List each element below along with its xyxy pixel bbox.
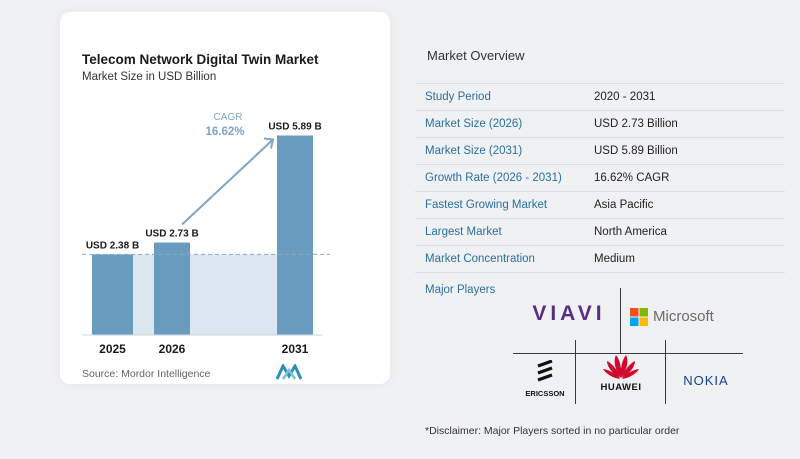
ericsson-logo: ERICSSON [519,360,571,400]
data-label: USD 5.89 B [268,122,321,133]
overview-row: Market Size (2031) USD 5.89 Billion [415,137,785,164]
players-grid-line [620,288,621,353]
overview-row-value: 2020 - 2031 [594,91,656,103]
chart-source: Source: Mordor Intelligence [82,368,211,380]
bar [92,254,133,335]
viavi-logo-text: VIAVI [532,302,606,325]
overview-row-label: Market Concentration [425,253,535,265]
nokia-logo-text: NOKIA [683,373,729,388]
overview-row-value: USD 5.89 Billion [594,145,678,157]
overview-row-label: Fastest Growing Market [425,199,548,211]
players-title: Major Players [425,284,496,296]
x-tick-label: 2031 [282,342,309,356]
data-label: USD 2.38 B [86,240,139,251]
overview-title: Market Overview [427,48,525,63]
cagr-arrow-line [181,138,274,226]
cagr-value: 16.62% [205,126,244,138]
overview-row-label: Growth Rate (2026 - 2031) [425,172,562,184]
players-grid-line [513,353,743,354]
overview-row: Growth Rate (2026 - 2031) 16.62% CAGR [415,164,785,191]
ericsson-logo-text: ERICSSON [525,389,565,398]
nokia-logo: NOKIA [671,372,741,390]
microsoft-logo: Microsoft [630,307,740,329]
overview-row: Largest Market North America [415,218,785,245]
cagr-label: CAGR [214,112,243,123]
chart-title: Telecom Network Digital Twin Market [82,52,319,67]
x-tick-label: 2025 [99,342,126,356]
overview-row-label: Market Size (2031) [425,145,523,157]
ericsson-mark-icon [537,360,553,382]
bar-chart: CAGR 16.62% USD 2.38 B USD 2.73 B USD 5.89 B… [82,112,330,356]
overview-row-value: Medium [594,253,635,265]
overview-row-value: Asia Pacific [594,199,654,211]
x-tick-label: 2026 [159,342,186,356]
cagr-arrow-head [263,137,275,149]
bar [277,135,313,335]
disclaimer: *Disclaimer: Major Players sorted in no … [425,425,680,437]
overview-row-label: Largest Market [425,226,502,238]
overview-row-value: USD 2.73 Billion [594,118,678,130]
players-grid-line [575,340,576,404]
overview-row-label: Study Period [425,91,491,103]
overview-row: Market Concentration Medium [415,245,785,272]
mordor-logo-icon [276,364,302,380]
overview-row-label: Market Size (2026) [425,118,523,130]
chart-card: CAGR 16.62% USD 2.38 B USD 2.73 B USD 5.89 B… [60,12,390,384]
huawei-logo: HUAWEI [583,348,659,396]
overview-row: Market Size (2026) USD 2.73 Billion [415,110,785,137]
data-label: USD 2.73 B [145,229,198,240]
chart-subtitle: Market Size in USD Billion [82,71,217,83]
microsoft-squares-icon [630,308,648,326]
overview-row: Study Period 2020 - 2031 [415,83,785,110]
overview-divider [415,272,785,273]
huawei-logo-text: HUAWEI [600,382,642,393]
overview-row: Fastest Growing Market Asia Pacific [415,191,785,218]
huawei-petals-icon [603,355,639,379]
microsoft-logo-text: Microsoft [653,308,714,325]
viavi-logo: VIAVI [523,302,615,326]
players-grid-line [665,340,666,404]
overview-row-value: North America [594,226,667,238]
bar [154,242,190,335]
market-overview: Market Overview Study Period 2020 - 2031 M… [415,0,800,459]
overview-row-value: 16.62% CAGR [594,172,670,184]
